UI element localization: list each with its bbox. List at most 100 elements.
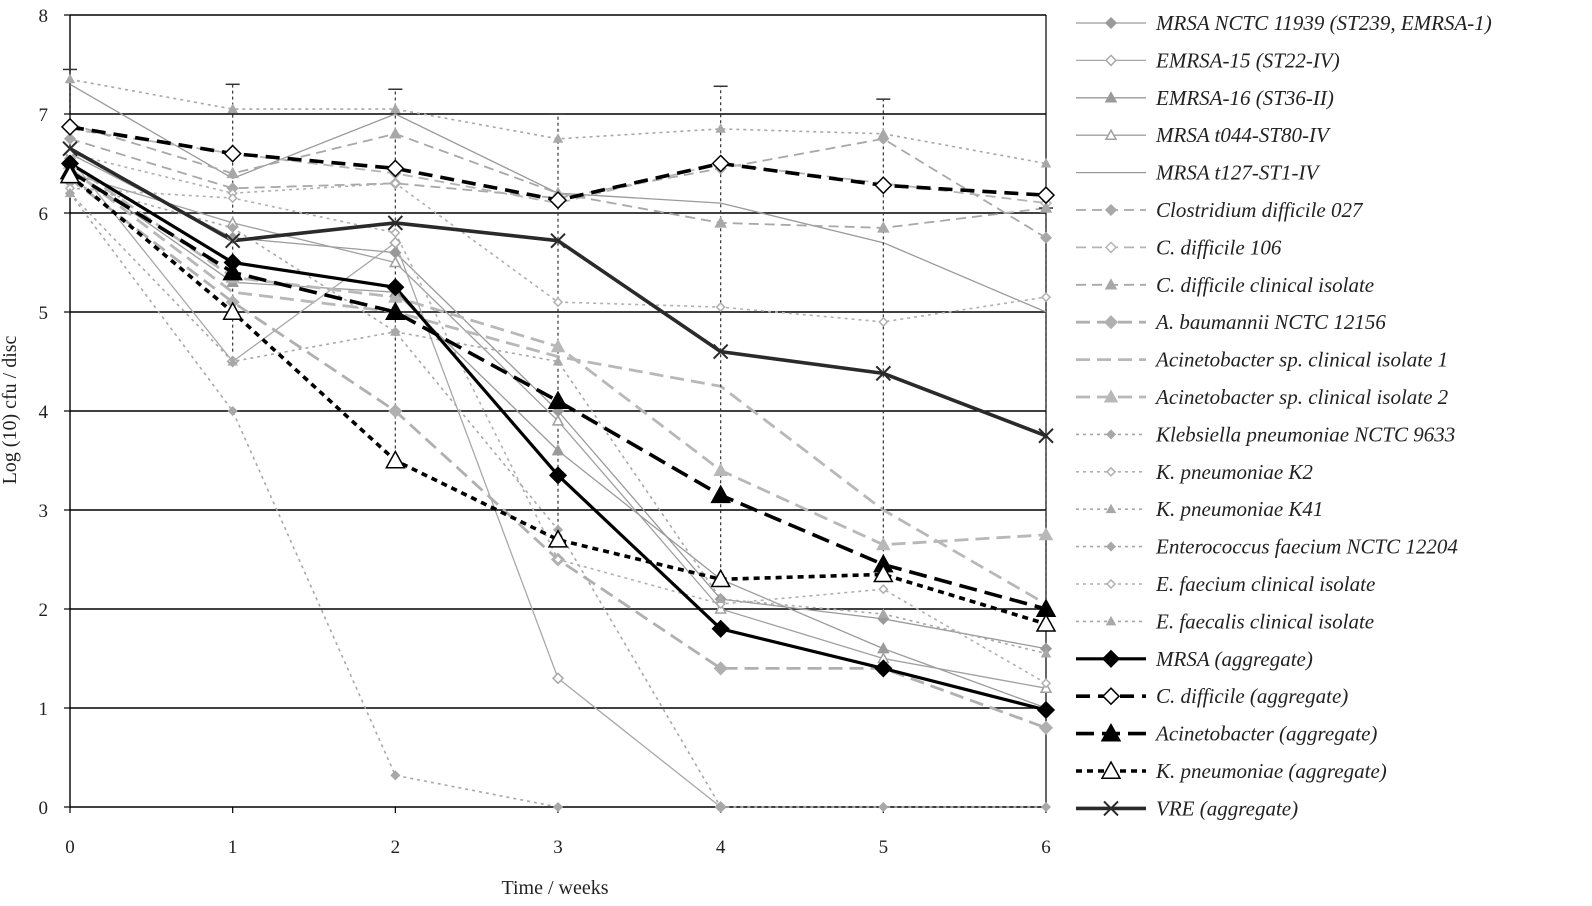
y-tick-label: 1 xyxy=(39,699,49,720)
data-point-k-pneumoniae-aggregate xyxy=(873,563,894,583)
data-point-k-pneumoniae-k41 xyxy=(552,133,564,143)
y-tick-label: 7 xyxy=(39,105,49,126)
data-point-k-pneumoniae-k41 xyxy=(715,123,726,133)
data-point-vre-aggregate xyxy=(875,365,892,382)
data-point-acinetobacter-aggregate xyxy=(385,301,406,320)
legend-marker xyxy=(1103,800,1119,817)
legend-item-k-pneumoniae-k2: K. pneumoniae K2 xyxy=(1076,460,1313,484)
data-point-acinetobacter-sp-clinical-isolate-2 xyxy=(1038,527,1054,541)
y-tick-label: 4 xyxy=(39,402,49,423)
legend-marker xyxy=(1104,203,1118,217)
data-point-e-faecium-clinical-isolate xyxy=(390,227,401,238)
axes: 0 1 2 3 4 5 6 7 8 0 1 2 3 4 5 6 xyxy=(39,6,1051,858)
data-point-c-difficile-aggregate xyxy=(711,154,730,173)
legend-item-c-difficile-clinical-isolate: C. difficile clinical isolate xyxy=(1076,273,1374,297)
data-point-k-pneumoniae-k41 xyxy=(878,128,889,138)
legend-label: Enterococcus faecium NCTC 12204 xyxy=(1155,535,1458,559)
data-point-c-difficile-aggregate xyxy=(874,176,893,195)
data-point-acinetobacter-sp-clinical-isolate-2 xyxy=(550,339,566,353)
legend-item-e-faecalis-clinical-isolate: E. faecalis clinical isolate xyxy=(1076,609,1374,633)
legend-label: Klebsiella pneumoniae NCTC 9633 xyxy=(1155,422,1455,446)
data-point-clostridium-difficile-027 xyxy=(1039,231,1053,244)
legend-item-k-pneumoniae-k41: K. pneumoniae K41 xyxy=(1076,497,1323,521)
legend: MRSA NCTC 11939 (ST239, EMRSA-1) EMRSA-15… xyxy=(1076,11,1492,820)
legend-item-k-pneumoniae-aggregate: K. pneumoniae (aggregate) xyxy=(1076,759,1387,783)
legend-marker xyxy=(1104,16,1118,30)
legend-marker xyxy=(1100,760,1122,779)
legend-label: Acinetobacter sp. clinical isolate 1 xyxy=(1154,348,1448,372)
legend-item-emrsa-15-st22-iv: EMRSA-15 (ST22-IV) xyxy=(1076,48,1340,72)
y-tick-label: 5 xyxy=(39,303,49,324)
data-point-k-pneumoniae-k2 xyxy=(715,301,726,313)
legend-marker xyxy=(1105,541,1117,552)
legend-item-acinetobacter-sp-clinical-isolate-2: Acinetobacter sp. clinical isolate 2 xyxy=(1076,385,1449,409)
legend-marker xyxy=(1105,429,1117,440)
data-point-vre-aggregate xyxy=(1038,428,1054,444)
data-point-enterococcus-faecium-nctc-12204 xyxy=(227,222,238,233)
legend-label: MRSA t044-ST80-IV xyxy=(1155,123,1331,147)
legend-label: E. faecalis clinical isolate xyxy=(1155,609,1374,633)
y-tick-label: 2 xyxy=(39,600,49,621)
data-point-k-pneumoniae-aggregate xyxy=(1035,613,1057,632)
data-point-enterococcus-faecium-nctc-12204 xyxy=(878,801,889,813)
data-point-klebsiella-pneumoniae-nctc-9633 xyxy=(390,770,401,781)
data-point-k-pneumoniae-aggregate xyxy=(547,529,569,548)
legend-label: K. pneumoniae K41 xyxy=(1155,497,1323,521)
data-point-e-faecalis-clinical-isolate xyxy=(390,326,401,336)
legend-marker xyxy=(1101,649,1121,668)
x-tick-label: 1 xyxy=(228,837,238,858)
legend-item-c-difficile-106: C. difficile 106 xyxy=(1076,235,1282,259)
data-point-emrsa-16-st36-ii xyxy=(551,444,565,456)
data-point-vre-aggregate xyxy=(387,215,404,231)
legend-item-mrsa-nctc-11939-st239-emrsa-1: MRSA NCTC 11939 (ST239, EMRSA-1) xyxy=(1076,11,1492,35)
legend-label: Acinetobacter sp. clinical isolate 2 xyxy=(1154,385,1449,409)
legend-marker xyxy=(1104,54,1118,67)
data-point-emrsa-15-st22-iv xyxy=(389,236,402,249)
x-tick-label: 5 xyxy=(879,837,889,858)
legend-label: C. difficile clinical isolate xyxy=(1156,273,1374,297)
data-point-acinetobacter-aggregate xyxy=(710,484,731,504)
data-point-klebsiella-pneumoniae-nctc-9633 xyxy=(227,405,238,417)
legend-marker xyxy=(1100,723,1122,742)
data-point-e-faecalis-clinical-isolate xyxy=(64,187,76,198)
legend-item-klebsiella-pneumoniae-nctc-9633: Klebsiella pneumoniae NCTC 9633 xyxy=(1076,422,1455,446)
legend-item-mrsa-t044-st80-iv: MRSA t044-ST80-IV xyxy=(1076,123,1331,147)
x-tick-label: 0 xyxy=(65,837,75,858)
legend-label: EMRSA-16 (ST36-II) xyxy=(1155,86,1334,110)
data-point-e-faecium-clinical-isolate xyxy=(1040,678,1052,689)
data-point-e-faecalis-clinical-isolate xyxy=(715,593,726,604)
data-point-k-pneumoniae-k41 xyxy=(1040,157,1052,168)
data-point-e-faecium-clinical-isolate xyxy=(878,584,889,595)
data-point-e-faecalis-clinical-isolate xyxy=(878,608,889,618)
legend-label: MRSA t127-ST1-IV xyxy=(1155,161,1321,185)
data-point-c-difficile-clinical-isolate xyxy=(877,221,890,233)
data-point-k-pneumoniae-k2 xyxy=(390,178,401,189)
data-point-vre-aggregate xyxy=(224,233,241,249)
x-tick-label: 3 xyxy=(553,837,563,858)
series-line-klebsiella-pneumoniae-nctc-9633 xyxy=(69,192,559,808)
legend-item-emrsa-16-st36-ii: EMRSA-16 (ST36-II) xyxy=(1076,86,1334,110)
data-point-k-pneumoniae-k41 xyxy=(227,103,238,113)
data-point-c-difficile-clinical-isolate xyxy=(714,216,727,228)
data-point-k-pneumoniae-k2 xyxy=(552,297,564,308)
legend-marker xyxy=(1101,687,1121,706)
legend-item-acinetobacter-sp-clinical-isolate-1: Acinetobacter sp. clinical isolate 1 xyxy=(1076,348,1448,372)
data-point-c-difficile-clinical-isolate xyxy=(226,166,239,179)
y-tick-label: 3 xyxy=(39,501,49,522)
legend-label: MRSA (aggregate) xyxy=(1155,647,1313,671)
data-point-klebsiella-pneumoniae-nctc-9633 xyxy=(552,801,564,813)
y-tick-label: 8 xyxy=(39,6,49,27)
x-axis-label: Time / weeks xyxy=(501,877,608,899)
data-point-c-difficile-aggregate xyxy=(223,144,242,163)
markers-layer xyxy=(59,73,1057,814)
data-point-mrsa-aggregate xyxy=(1036,700,1056,720)
legend-label: Clostridium difficile 027 xyxy=(1156,198,1364,222)
data-point-e-faecalis-clinical-isolate xyxy=(552,355,564,366)
y-axis-label: Log (10) cfu / disc xyxy=(0,335,21,484)
data-point-acinetobacter-aggregate xyxy=(547,390,569,410)
legend-marker xyxy=(1105,466,1117,477)
data-point-mrsa-aggregate xyxy=(711,619,730,638)
legend-label: K. pneumoniae (aggregate) xyxy=(1155,759,1387,783)
legend-marker xyxy=(1105,615,1117,626)
